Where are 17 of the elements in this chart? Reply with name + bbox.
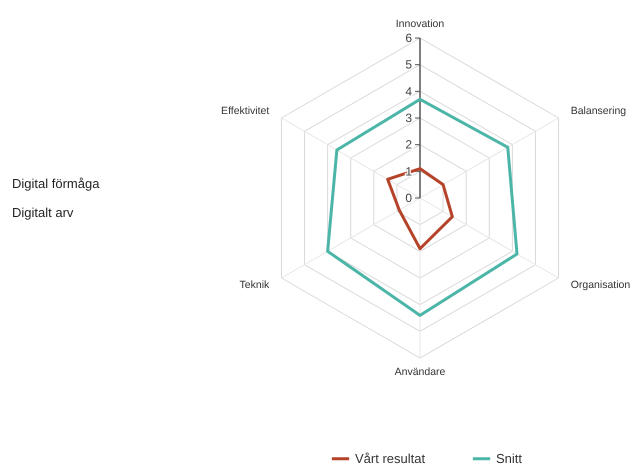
legend-label: Snitt	[496, 450, 522, 465]
y-tick-label: 4	[405, 84, 412, 98]
y-tick-label: 5	[405, 58, 412, 72]
y-tick-label: 1	[405, 164, 412, 178]
spoke-label: Effektivitet	[221, 105, 270, 117]
spoke-label: Användare	[394, 366, 446, 378]
spoke-label: Balansering	[570, 105, 626, 117]
y-tick-label: 3	[405, 111, 412, 125]
text: Digital förmåga	[12, 176, 100, 191]
spoke-label: Organisation	[570, 279, 630, 291]
y-tick-label: 2	[405, 138, 412, 152]
text: Digitalt arv	[12, 205, 74, 220]
y-tick-label: 6	[405, 31, 412, 45]
legend-label: Vårt resultat	[355, 450, 426, 465]
spoke-label: Teknik	[240, 279, 270, 291]
spoke-label: Innovation	[396, 18, 444, 30]
y-tick-label: 0	[405, 191, 412, 205]
